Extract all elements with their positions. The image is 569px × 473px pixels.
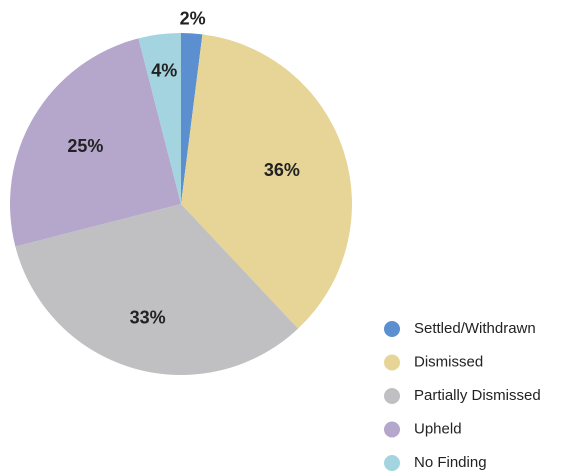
- pie-slice: [15, 204, 299, 375]
- legend-swatch: [384, 388, 400, 404]
- value-label: 2%: [180, 8, 206, 28]
- pie-slice: [181, 33, 203, 204]
- legend-label: Partially Dismissed: [414, 387, 541, 404]
- legend-label: No Finding: [414, 454, 487, 471]
- legend-swatch: [384, 421, 400, 438]
- value-label: 4%: [151, 60, 177, 80]
- value-label: 33%: [130, 308, 166, 328]
- value-label: 25%: [67, 136, 103, 156]
- legend-label: Settled/Withdrawn: [414, 320, 536, 337]
- pie-slice: [138, 33, 181, 204]
- pie-slice: [181, 34, 352, 329]
- legend-label: Upheld: [414, 420, 462, 437]
- legend-swatch: [384, 455, 400, 471]
- value-label: 36%: [264, 160, 300, 180]
- legend-label: Dismissed: [414, 353, 483, 370]
- legend-swatch: [384, 354, 400, 371]
- pie-slice: [9, 38, 181, 247]
- legend-swatch: [384, 321, 400, 337]
